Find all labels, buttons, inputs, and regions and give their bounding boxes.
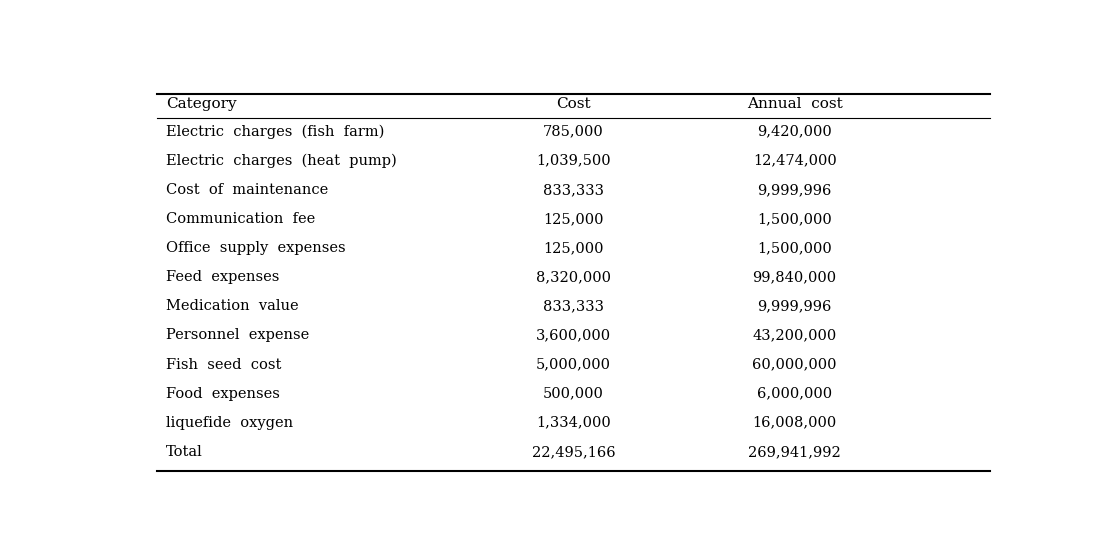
Text: 1,039,500: 1,039,500 bbox=[536, 154, 611, 168]
Text: 785,000: 785,000 bbox=[543, 125, 604, 139]
Text: Feed  expenses: Feed expenses bbox=[166, 270, 280, 284]
Text: 16,008,000: 16,008,000 bbox=[752, 416, 837, 430]
Text: 12,474,000: 12,474,000 bbox=[753, 154, 837, 168]
Text: 500,000: 500,000 bbox=[543, 387, 604, 401]
Text: Electric  charges  (fish  farm): Electric charges (fish farm) bbox=[166, 124, 384, 139]
Text: 5,000,000: 5,000,000 bbox=[536, 358, 611, 372]
Text: Electric  charges  (heat  pump): Electric charges (heat pump) bbox=[166, 153, 396, 168]
Text: 833,333: 833,333 bbox=[543, 299, 604, 313]
Text: Communication  fee: Communication fee bbox=[166, 212, 316, 226]
Text: 1,334,000: 1,334,000 bbox=[536, 416, 611, 430]
Text: 6,000,000: 6,000,000 bbox=[758, 387, 833, 401]
Text: 60,000,000: 60,000,000 bbox=[752, 358, 837, 372]
Text: 9,999,996: 9,999,996 bbox=[758, 183, 831, 197]
Text: Cost  of  maintenance: Cost of maintenance bbox=[166, 183, 328, 197]
Text: Food  expenses: Food expenses bbox=[166, 387, 280, 401]
Text: 833,333: 833,333 bbox=[543, 183, 604, 197]
Text: 125,000: 125,000 bbox=[543, 241, 604, 255]
Text: Medication  value: Medication value bbox=[166, 299, 299, 313]
Text: 9,999,996: 9,999,996 bbox=[758, 299, 831, 313]
Text: 9,420,000: 9,420,000 bbox=[758, 125, 833, 139]
Text: 125,000: 125,000 bbox=[543, 212, 604, 226]
Text: Cost: Cost bbox=[556, 97, 591, 111]
Text: 8,320,000: 8,320,000 bbox=[536, 270, 611, 284]
Text: 269,941,992: 269,941,992 bbox=[749, 445, 841, 459]
Text: Category: Category bbox=[166, 97, 236, 111]
Text: Annual  cost: Annual cost bbox=[746, 97, 843, 111]
Text: 99,840,000: 99,840,000 bbox=[753, 270, 837, 284]
Text: 1,500,000: 1,500,000 bbox=[758, 212, 833, 226]
Text: Personnel  expense: Personnel expense bbox=[166, 328, 309, 342]
Text: 43,200,000: 43,200,000 bbox=[752, 328, 837, 342]
Text: Total: Total bbox=[166, 445, 203, 459]
Text: liquefide  oxygen: liquefide oxygen bbox=[166, 416, 293, 430]
Text: 3,600,000: 3,600,000 bbox=[536, 328, 611, 342]
Text: 22,495,166: 22,495,166 bbox=[532, 445, 615, 459]
Text: Office  supply  expenses: Office supply expenses bbox=[166, 241, 346, 255]
Text: 1,500,000: 1,500,000 bbox=[758, 241, 833, 255]
Text: Fish  seed  cost: Fish seed cost bbox=[166, 358, 281, 372]
